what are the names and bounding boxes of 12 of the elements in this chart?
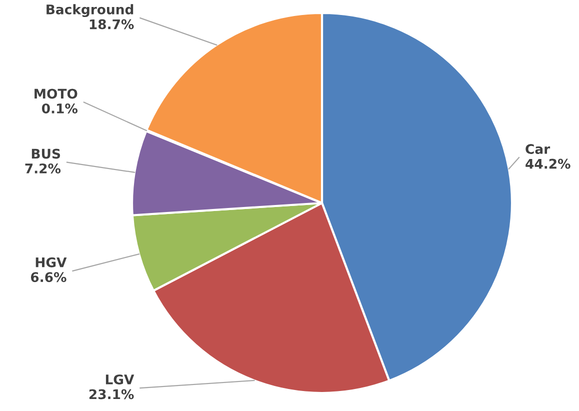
- slice-label: Background: [46, 4, 134, 18]
- data-label: 23.1%: [89, 389, 134, 400]
- data-label: 18.7%: [90, 19, 134, 30]
- data-label: 44.2%: [526, 158, 570, 169]
- slice-label: LGV: [106, 374, 134, 384]
- slice-label: BUS: [32, 148, 60, 159]
- slice-label: MOTO: [34, 88, 78, 99]
- slice-label: Car: [526, 144, 550, 154]
- data-label: 0.1%: [42, 103, 78, 114]
- data-label: 6.6%: [30, 272, 66, 282]
- data-label: 7.2%: [25, 163, 61, 174]
- slice-label: HGV: [36, 257, 67, 268]
